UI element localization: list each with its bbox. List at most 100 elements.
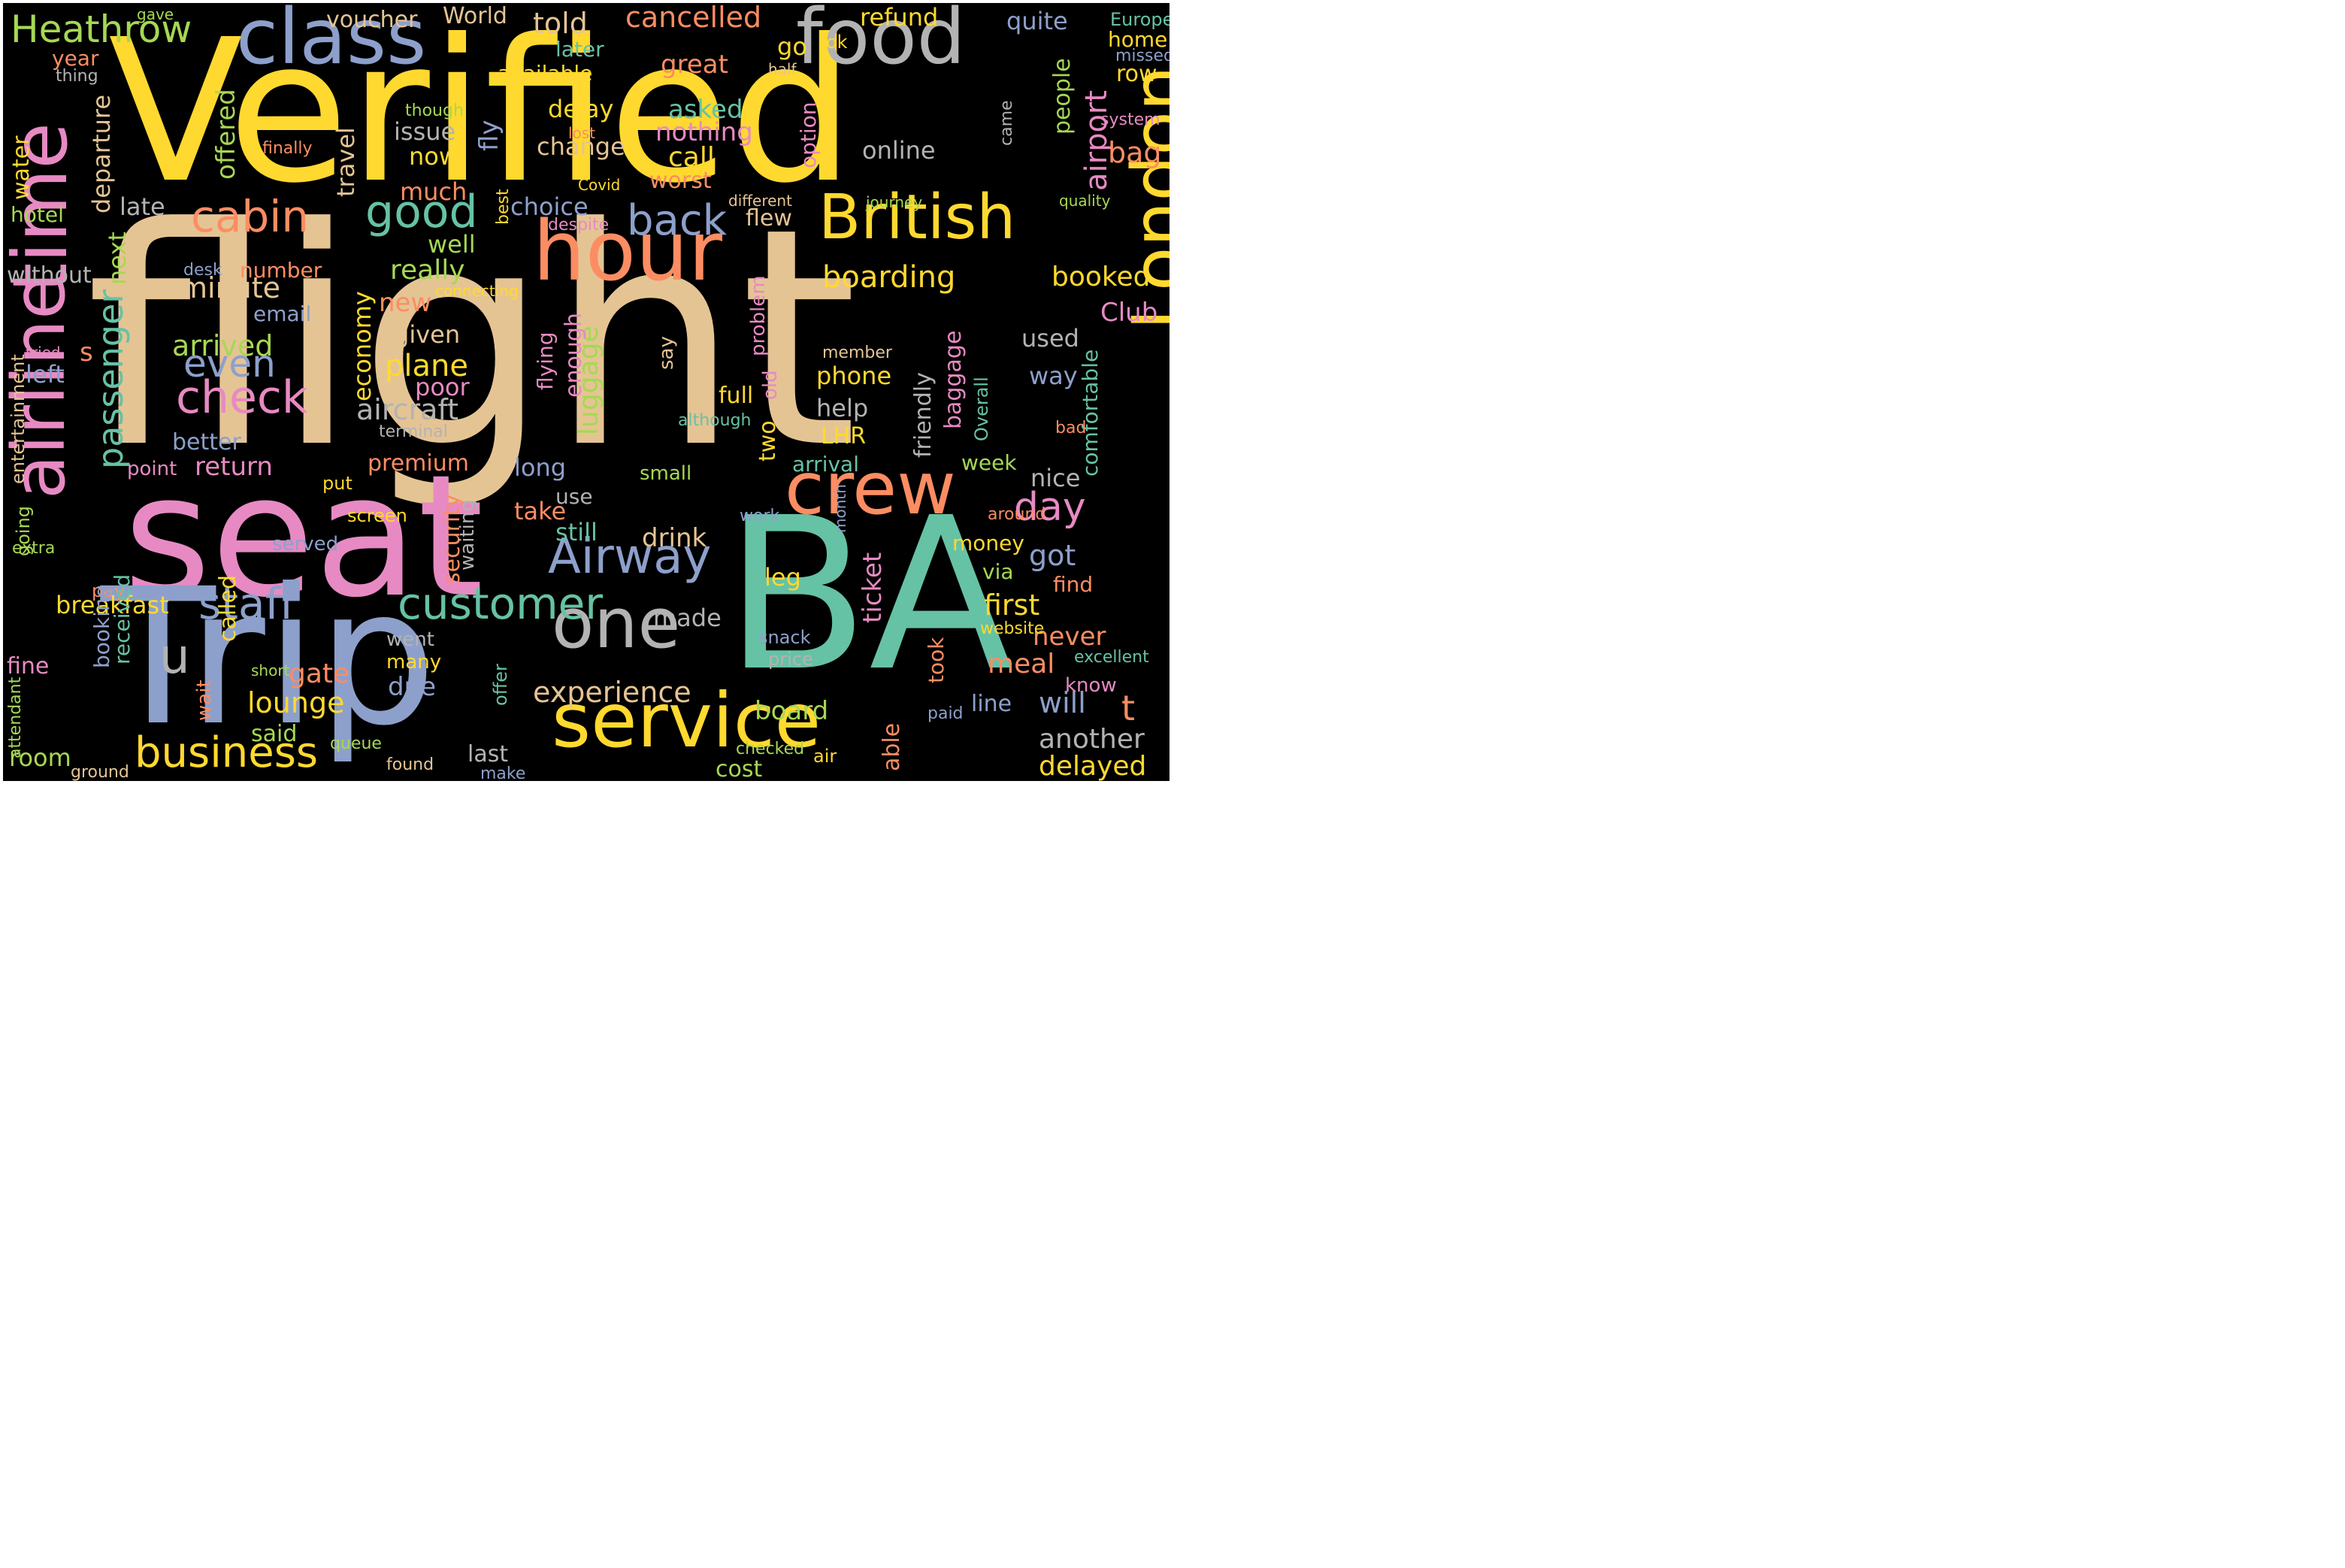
- word-website: website: [980, 619, 1045, 638]
- word-say: say: [655, 336, 678, 370]
- word-due: due: [388, 672, 437, 702]
- word-available: available: [498, 61, 593, 86]
- word-desk: desk: [183, 261, 222, 280]
- word-nice: nice: [1030, 464, 1081, 492]
- word-via: via: [982, 559, 1014, 584]
- word-better: better: [172, 429, 241, 456]
- word-staff: staff: [198, 578, 295, 629]
- word-year: year: [52, 46, 99, 71]
- word-water: water: [8, 135, 35, 200]
- word-hotel: hotel: [11, 202, 64, 227]
- word-later: later: [555, 37, 604, 62]
- word-know: know: [1065, 674, 1117, 697]
- word-next: next: [103, 232, 132, 285]
- word-europe: Europe: [1110, 9, 1169, 30]
- word-delayed: delayed: [1039, 751, 1147, 781]
- word-world: World: [443, 3, 507, 29]
- word-airport: airport: [1079, 89, 1114, 191]
- word-first: first: [984, 589, 1040, 622]
- word-arrival: arrival: [792, 452, 859, 477]
- word-comfortable: comfortable: [1078, 349, 1103, 477]
- word-arrived: arrived: [172, 329, 274, 362]
- word-refund: refund: [860, 3, 939, 32]
- word-flight: flight: [86, 165, 858, 514]
- word-issue: issue: [394, 117, 456, 146]
- word-line: line: [971, 691, 1012, 717]
- word-day: day: [1014, 485, 1086, 530]
- word-half: half: [768, 60, 797, 78]
- word-paid: paid: [927, 704, 964, 723]
- word-online: online: [862, 136, 936, 165]
- word-told: told: [533, 7, 588, 40]
- word-economy: economy: [348, 291, 377, 401]
- word-problem: problem: [747, 275, 770, 356]
- word-heathrow: Heathrow: [11, 8, 192, 51]
- word-flew: flew: [746, 205, 792, 232]
- word-many: many: [386, 651, 442, 674]
- word-gate: gate: [289, 658, 350, 689]
- word-small: small: [640, 462, 692, 485]
- word-system: system: [1100, 110, 1160, 129]
- word-missed: missed: [1115, 47, 1169, 65]
- word-left: left: [26, 360, 65, 389]
- word-overall: Overall: [971, 377, 992, 441]
- word-fly: fly: [474, 120, 504, 151]
- word-bad: bad: [1055, 419, 1087, 437]
- word-flying: flying: [533, 331, 558, 390]
- word-aircraft: aircraft: [356, 393, 459, 426]
- word-business: business: [135, 728, 319, 777]
- word-long: long: [514, 453, 567, 482]
- word-food: food: [796, 3, 966, 82]
- word-member: member: [822, 344, 892, 362]
- word-travel: travel: [331, 127, 360, 197]
- word-room: room: [9, 743, 71, 772]
- word-board: board: [755, 696, 829, 726]
- word-meal: meal: [988, 649, 1055, 680]
- word-screen: screen: [347, 505, 407, 526]
- word-work: work: [740, 507, 780, 525]
- word-take: take: [514, 497, 567, 525]
- word-will: will: [1039, 686, 1086, 719]
- word-finally: finally: [262, 139, 313, 158]
- word-call: call: [668, 142, 715, 173]
- word-covid: Covid: [578, 176, 621, 194]
- word-ok: ok: [826, 32, 848, 53]
- word-asked: asked: [668, 95, 743, 125]
- word-drink: drink: [642, 523, 707, 553]
- word-passenger: passenger: [90, 289, 131, 469]
- word-price: price: [768, 649, 813, 670]
- word-money: money: [952, 531, 1024, 555]
- word-find: find: [1053, 572, 1094, 597]
- word-go: go: [777, 32, 807, 61]
- word-never: never: [1033, 622, 1106, 652]
- word-crew: crew: [785, 446, 956, 531]
- word-need: need: [772, 247, 791, 289]
- word-premium: premium: [368, 450, 469, 477]
- word-cloud: flight Verified seat BA Trip time airline servi…: [3, 3, 1169, 781]
- word-two: two: [755, 420, 781, 462]
- word-one: one: [552, 583, 681, 664]
- word-last: last: [467, 741, 509, 767]
- word-number: number: [240, 258, 322, 283]
- word-full: full: [719, 383, 754, 409]
- word-snack: snack: [758, 627, 811, 648]
- word-attendant: attendant: [6, 677, 25, 758]
- word-short: short: [251, 661, 290, 680]
- word-still: still: [555, 518, 598, 546]
- word-ticket: ticket: [858, 552, 888, 623]
- word-served: served: [272, 533, 339, 555]
- word-club: Club: [1100, 298, 1158, 328]
- word-terminal: terminal: [379, 422, 448, 441]
- word-row: row: [1116, 61, 1157, 87]
- word-ground: ground: [71, 763, 129, 781]
- word-boarding: boarding: [822, 260, 956, 295]
- word-voucher: voucher: [326, 7, 418, 33]
- word-breakfast: breakfast: [56, 591, 169, 619]
- word-made: made: [653, 604, 722, 632]
- word-used: used: [1021, 324, 1079, 353]
- word-hour: hour: [533, 203, 722, 299]
- word-received: received: [110, 574, 135, 664]
- word-pay: pay: [92, 580, 126, 601]
- word-help: help: [816, 394, 869, 422]
- word-back: back: [627, 196, 728, 245]
